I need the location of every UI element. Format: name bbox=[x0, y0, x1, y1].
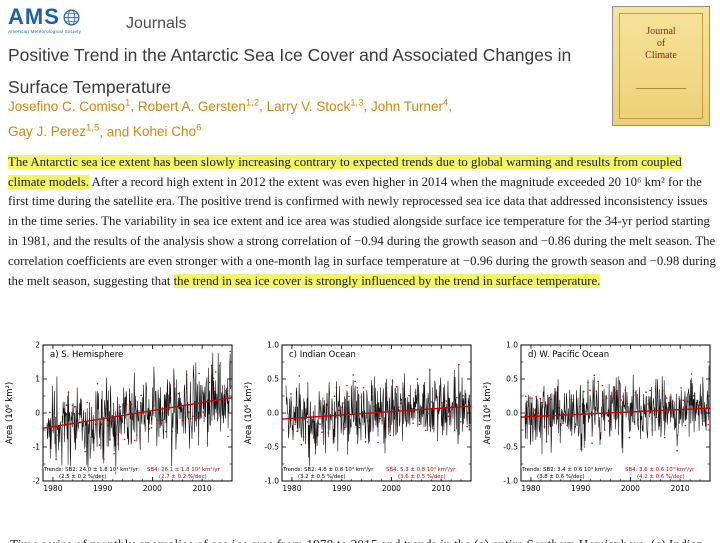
svg-text:0.0: 0.0 bbox=[267, 409, 279, 418]
svg-text:Trends: SB2: 4.8 ± 0.8 10³ km²: Trends: SB2: 4.8 ± 0.8 10³ km²/yr bbox=[282, 466, 374, 473]
svg-text:2: 2 bbox=[35, 341, 40, 350]
svg-text:2010: 2010 bbox=[432, 484, 451, 493]
author-separator: , bbox=[130, 98, 138, 114]
site-header: AMS American Meteorological Society Jour… bbox=[8, 4, 186, 35]
svg-text:0.0: 0.0 bbox=[506, 409, 518, 418]
ams-logo-text: AMS bbox=[8, 4, 60, 29]
journal-cover-line1: Journal bbox=[646, 26, 676, 37]
article-title: Positive Trend in the Antarctic Sea Ice … bbox=[8, 44, 572, 97]
author-separator: , bbox=[448, 98, 453, 114]
svg-text:Trends: SB2: 3.4 ± 0.6 10³ km²: Trends: SB2: 3.4 ± 0.6 10³ km²/yr bbox=[521, 466, 613, 473]
abstract-segment: After a record high extent in 2012 the e… bbox=[8, 174, 716, 288]
svg-text:Area (10⁶ km²): Area (10⁶ km²) bbox=[244, 382, 254, 444]
journal-cover-inner: Journal of Climate bbox=[619, 13, 703, 119]
svg-text:d) W. Pacific Ocean: d) W. Pacific Ocean bbox=[528, 350, 609, 360]
globe-icon bbox=[63, 8, 80, 26]
author-list: Josefino C. Comiso1, Robert A. Gersten1,… bbox=[8, 92, 553, 143]
svg-text:-1.0: -1.0 bbox=[503, 477, 518, 486]
svg-text:2000: 2000 bbox=[621, 484, 640, 493]
svg-text:1990: 1990 bbox=[571, 484, 590, 493]
svg-text:(2.5 ± 0.2 %/dec): (2.5 ± 0.2 %/dec) bbox=[59, 474, 107, 480]
svg-text:1990: 1990 bbox=[93, 484, 112, 493]
svg-text:(3.6 ± 0.5 %/dec): (3.6 ± 0.5 %/dec) bbox=[398, 474, 446, 480]
svg-text:0: 0 bbox=[35, 409, 40, 418]
author-link[interactable]: Larry V. Stock1,3 bbox=[266, 97, 364, 114]
svg-text:Trends: SB2: 24.0 ± 1.8 10³ km: Trends: SB2: 24.0 ± 1.8 10³ km²/yr bbox=[43, 466, 139, 473]
svg-text:(4.2 ± 0.6 %/dec): (4.2 ± 0.6 %/dec) bbox=[637, 474, 685, 480]
svg-text:1.0: 1.0 bbox=[267, 341, 279, 350]
author-link[interactable]: Josefino C. Comiso1 bbox=[8, 97, 131, 114]
svg-text:-1.0: -1.0 bbox=[264, 477, 279, 486]
svg-text:(2.7 ± 0.2 %/dec): (2.7 ± 0.2 %/dec) bbox=[159, 474, 207, 480]
svg-text:0.5: 0.5 bbox=[506, 375, 518, 384]
author-separator: , bbox=[363, 98, 371, 114]
svg-text:Area (10⁶ km²): Area (10⁶ km²) bbox=[483, 382, 493, 444]
svg-text:2000: 2000 bbox=[382, 484, 401, 493]
svg-text:-1: -1 bbox=[33, 443, 41, 452]
svg-text:-0.5: -0.5 bbox=[503, 443, 518, 452]
svg-text:1: 1 bbox=[35, 375, 40, 384]
ams-logo-subtext: American Meteorological Society bbox=[8, 29, 82, 34]
svg-text:1980: 1980 bbox=[282, 484, 301, 493]
figure-image: 2 1 0 -1 -2 1980 1990 2000 2010 Area (10⁶ km²) a) … bbox=[3, 337, 717, 518]
author-link[interactable]: John Turner4 bbox=[370, 97, 449, 114]
journal-cover-line2: of bbox=[656, 38, 666, 49]
ams-logo[interactable]: AMS American Meteorological Society bbox=[8, 4, 82, 35]
svg-text:2010: 2010 bbox=[671, 484, 690, 493]
svg-text:-0.5: -0.5 bbox=[264, 443, 279, 452]
figure-caption: Time series of monthly anomalies of sea … bbox=[10, 534, 708, 543]
author-separator: , and bbox=[99, 124, 134, 139]
svg-text:Area (10⁶ km²): Area (10⁶ km²) bbox=[5, 382, 15, 444]
svg-text:1990: 1990 bbox=[332, 484, 351, 493]
svg-text:c) Indian Ocean: c) Indian Ocean bbox=[289, 350, 356, 360]
svg-text:2000: 2000 bbox=[143, 484, 162, 493]
svg-text:SB4: 26.1 ± 1.8 10³ km²/yr: SB4: 26.1 ± 1.8 10³ km²/yr bbox=[147, 466, 221, 473]
author-link[interactable]: Gay J. Perez1,5 bbox=[8, 122, 100, 140]
abstract-highlight: the trend in sea ice cover is strongly i… bbox=[173, 273, 601, 288]
svg-text:(3.2 ± 0.5 %/dec): (3.2 ± 0.5 %/dec) bbox=[298, 474, 346, 480]
abstract-text: The Antarctic sea ice extent has been sl… bbox=[8, 153, 716, 292]
svg-text:1980: 1980 bbox=[521, 484, 540, 493]
svg-text:-2: -2 bbox=[33, 477, 41, 486]
cover-rule bbox=[636, 88, 686, 89]
journal-cover-line3: Climate bbox=[645, 50, 677, 61]
svg-text:0.5: 0.5 bbox=[267, 375, 279, 384]
journal-cover-thumbnail[interactable]: Journal of Climate bbox=[612, 6, 710, 126]
svg-text:SB4: 3.6 ± 0.6 10³ km²/yr: SB4: 3.6 ± 0.6 10³ km²/yr bbox=[625, 466, 695, 473]
svg-text:SB4: 5.3 ± 0.8 10³ km²/yr: SB4: 5.3 ± 0.8 10³ km²/yr bbox=[386, 466, 456, 473]
svg-text:1980: 1980 bbox=[43, 484, 62, 493]
author-link[interactable]: Kohei Cho6 bbox=[133, 122, 202, 140]
svg-text:(3.8 ± 0.6 %/dec): (3.8 ± 0.6 %/dec) bbox=[537, 474, 585, 480]
author-separator: , bbox=[259, 98, 267, 114]
svg-text:a) S. Hemisphere: a) S. Hemisphere bbox=[50, 350, 123, 360]
svg-text:2010: 2010 bbox=[193, 484, 212, 493]
author-link[interactable]: Robert A. Gersten1,2 bbox=[137, 97, 260, 114]
svg-text:1.0: 1.0 bbox=[506, 341, 518, 350]
journals-link[interactable]: Journals bbox=[126, 15, 187, 32]
